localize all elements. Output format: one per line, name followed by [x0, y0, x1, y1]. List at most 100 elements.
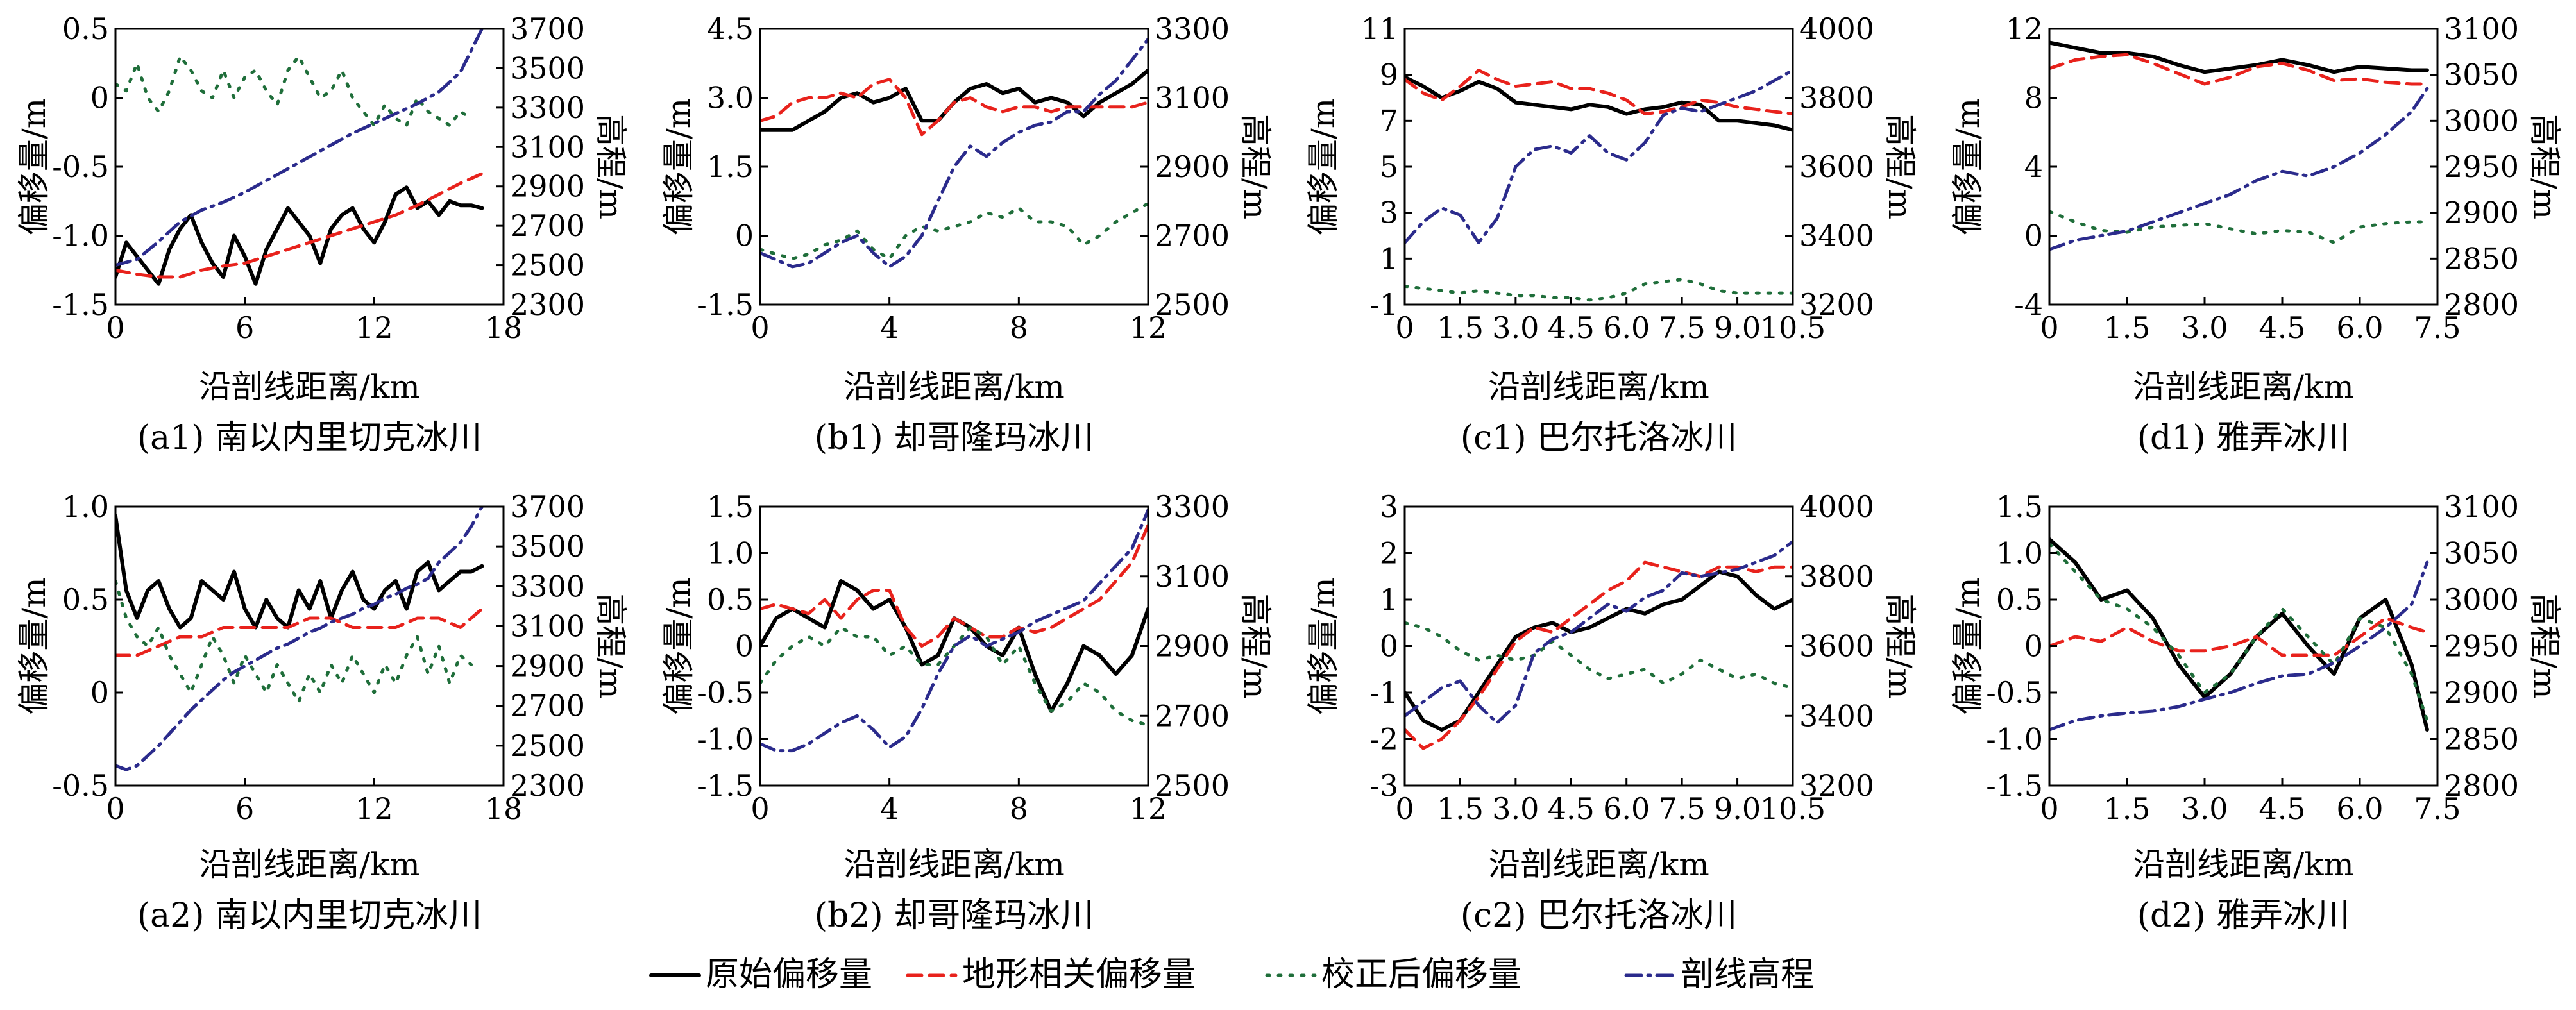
y2-tick-label: 2500 [1155, 768, 1230, 803]
x-tick-label: 7.5 [1659, 791, 1706, 826]
x-tick-label: 6.0 [2336, 310, 2383, 345]
y-tick-label: -0.5 [52, 768, 109, 803]
y2-axis-label: 高程/m [1881, 114, 1919, 219]
panel-caption: (d2) 雅弄冰川 [2137, 896, 2350, 935]
y-tick-label: 0 [735, 629, 754, 664]
y2-tick-label: 3100 [2444, 12, 2519, 46]
y2-tick-label: 2700 [510, 689, 585, 723]
y2-tick-label: 2300 [510, 768, 585, 803]
y-tick-label: 1 [1380, 241, 1398, 276]
y-tick-label: -1.5 [697, 768, 754, 803]
y-tick-label: 0.5 [62, 582, 109, 617]
series-line-1 [115, 185, 484, 286]
y-axis-label: 偏移量/m [1949, 577, 1987, 714]
x-tick-label: 12 [1130, 310, 1167, 345]
y2-tick-label: 3800 [1799, 81, 1874, 115]
series-line-4 [760, 37, 1148, 269]
y2-tick-label: 3200 [1799, 768, 1874, 803]
y2-tick-label: 3100 [1155, 81, 1230, 115]
x-tick-label: 3.0 [1492, 310, 1539, 345]
series-line-4 [1405, 539, 1793, 725]
y-tick-label: 0.5 [707, 582, 754, 617]
y-tick-label: -1.0 [52, 219, 109, 253]
y2-tick-label: 3300 [1155, 489, 1230, 524]
y2-tick-label: 3100 [1155, 559, 1230, 594]
x-axis-label: 沿剖线距离/km [2133, 846, 2354, 883]
x-tick-label: 12 [1130, 791, 1167, 826]
y2-tick-label: 2850 [2444, 722, 2519, 757]
y2-tick-label: 2500 [1155, 287, 1230, 322]
y2-axis-label: 高程/m [592, 114, 629, 219]
panel-caption: (a1) 南以内里切克冰川 [137, 419, 482, 457]
plot-frame [2048, 505, 2439, 787]
x-tick-label: 6 [235, 791, 254, 826]
plot-frame [1403, 28, 1794, 306]
panel-caption: (c2) 巴尔托洛冰川 [1461, 896, 1737, 935]
x-tick-label: 7.5 [2414, 310, 2461, 345]
x-tick-label: 1.5 [2103, 791, 2150, 826]
y-tick-label: 5 [1380, 149, 1398, 184]
y-tick-label: 12 [2005, 12, 2043, 46]
y2-tick-label: 2700 [1155, 219, 1230, 253]
y2-tick-label: 2900 [2444, 675, 2519, 710]
y2-axis-label: 高程/m [1237, 114, 1274, 219]
y-axis-label: 偏移量/m [15, 98, 53, 235]
plot-frame [1403, 505, 1794, 787]
y-tick-label: -1.5 [697, 287, 754, 322]
legend-label: 校正后偏移量 [1321, 955, 1521, 994]
x-axis-label: 沿剖线距离/km [843, 846, 1065, 883]
y-tick-label: 9 [1380, 58, 1398, 92]
x-tick-label: 0 [2040, 310, 2058, 345]
y2-tick-label: 3600 [1799, 149, 1874, 184]
x-tick-label: 4.5 [2258, 310, 2305, 345]
series-line-1 [2049, 40, 2429, 74]
y-tick-label: 0 [90, 81, 109, 115]
series-line-2 [1405, 69, 1793, 116]
series-line-3 [1405, 621, 1793, 690]
y-tick-label: -1 [1369, 287, 1398, 322]
y2-tick-label: 3000 [2444, 582, 2519, 617]
x-tick-label: 0 [1395, 310, 1414, 345]
y-tick-label: -1.0 [1986, 722, 2043, 757]
x-axis-label: 沿剖线距离/km [1488, 846, 1709, 883]
y2-tick-label: 3300 [510, 569, 585, 603]
y2-axis-label: 高程/m [2526, 593, 2563, 698]
series-line-3 [760, 626, 1148, 727]
y2-tick-label: 3600 [1799, 629, 1874, 664]
x-tick-label: 0 [2040, 791, 2058, 826]
x-tick-label: 1.5 [1437, 791, 1484, 826]
y-axis-label: 偏移量/m [1305, 577, 1342, 714]
panel-3: 0 1.5 3.0 4.5 6.0 7.5 9.010.5 11 9 7 5 3 1 -1 4000 3800… [1305, 12, 1919, 457]
panel-caption: (d1) 雅弄冰川 [2137, 419, 2350, 457]
legend-label: 原始偏移量 [706, 955, 872, 994]
y-tick-label: -1.0 [697, 722, 754, 757]
y2-axis-label: 高程/m [2526, 114, 2563, 219]
x-tick-label: 9.0 [1714, 791, 1761, 826]
y-tick-label: -0.5 [1986, 675, 2043, 710]
legend-label: 地形相关偏移量 [962, 955, 1196, 994]
panel-7: 0 1.5 3.0 4.5 6.0 7.5 9.010.5 3 2 1 0 -1 -2 -3 4000 380… [1305, 489, 1919, 935]
x-tick-label: 4 [880, 791, 899, 826]
panel-6: 0 4 8 12 1.5 1.0 0.5 0 -0.5 -1.0 -1.5 3300 3100 2900 2… [660, 489, 1274, 935]
y2-tick-label: 3000 [2444, 103, 2519, 138]
y2-tick-label: 3700 [510, 489, 585, 524]
series-line-2 [2049, 616, 2429, 657]
panel-5: 0 6 12 181.00.50-0.537003500330031002900270… [15, 489, 629, 935]
series-line-4 [1405, 69, 1793, 244]
series-line-4 [2049, 560, 2429, 732]
x-tick-label: 0 [106, 791, 124, 826]
y2-tick-label: 3500 [510, 529, 585, 564]
y2-tick-label: 3300 [510, 90, 585, 125]
series-line-4 [115, 29, 484, 267]
plot-frame [114, 505, 505, 787]
y-tick-label: 1.0 [1996, 536, 2043, 571]
y2-axis-label: 高程/m [1237, 593, 1274, 698]
y-tick-label: 1.5 [1996, 489, 2043, 524]
y-tick-label: -1.5 [52, 287, 109, 322]
x-tick-label: 0 [106, 310, 124, 345]
x-tick-label: 10.5 [1760, 791, 1826, 826]
x-tick-label: 4.5 [1548, 791, 1595, 826]
x-tick-label: 6.0 [1603, 791, 1650, 826]
y-tick-label: -4 [2014, 287, 2043, 322]
y2-tick-label: 3400 [1799, 219, 1874, 253]
